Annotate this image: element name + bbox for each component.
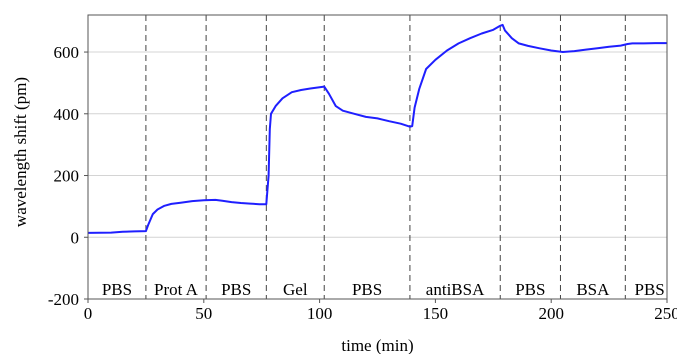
y-tick-label-400: 400 (54, 105, 80, 124)
x-tick-label-250: 250 (654, 304, 677, 323)
x-tick-label-50: 50 (195, 304, 212, 323)
y-tick-label--200: -200 (48, 290, 79, 309)
plot-frame (87, 14, 668, 300)
phase-label-1: Prot A (154, 280, 199, 299)
phase-label-8: PBS (635, 280, 665, 299)
y-tick-label-200: 200 (54, 167, 80, 186)
y-tick-label-0: 0 (71, 228, 80, 247)
phase-label-2: PBS (221, 280, 251, 299)
x-tick-label-150: 150 (423, 304, 449, 323)
series-line-0 (87, 23, 667, 234)
x-tick-label-0: 0 (84, 304, 93, 323)
phase-label-4: PBS (352, 280, 382, 299)
y-axis-label: wavelength shift (pm) (11, 77, 30, 227)
series-group (87, 23, 667, 234)
phase-label-6: PBS (515, 280, 545, 299)
phase-boundary-lines (145, 15, 626, 299)
x-axis-label: time (min) (341, 336, 413, 354)
phase-labels: PBS Prot A PBS Gel PBS antiBSA PBS BSA PBS (102, 280, 665, 299)
phase-label-5: antiBSA (426, 280, 485, 299)
phase-label-0: PBS (102, 280, 132, 299)
gridlines (88, 51, 667, 238)
x-tick-label-200: 200 (538, 304, 564, 323)
phase-label-3: Gel (283, 280, 308, 299)
y-tick-label-600: 600 (54, 43, 80, 62)
x-tick-label-100: 100 (307, 304, 333, 323)
phase-label-7: BSA (576, 280, 610, 299)
axis-ticks: 0 50 100 150 200 250 -200 0 200 400 600 (48, 43, 677, 323)
